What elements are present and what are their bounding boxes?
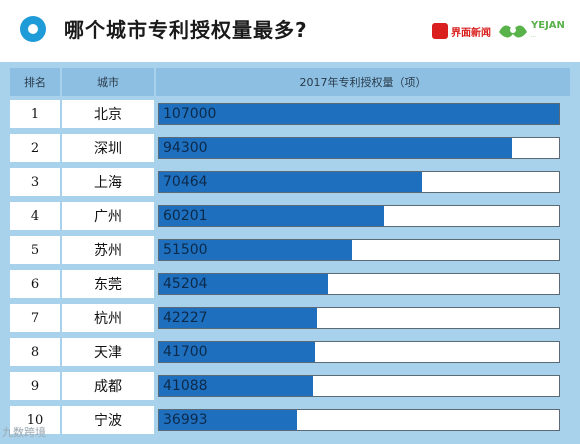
ranking-table: 排名 城市 2017年专利授权量（项） 1 北京 107000 2 深圳 94300 3 上海…: [0, 62, 580, 444]
jiemian-logo: 界面新闻: [432, 22, 491, 40]
table-row: 4 广州 60201: [10, 202, 570, 230]
bar-track: 70464: [158, 171, 560, 193]
city-cell: 深圳: [62, 134, 154, 162]
rank-cell: 1: [10, 100, 60, 128]
bar-fill: [159, 104, 559, 124]
jiemian-logo-text: 界面新闻: [451, 27, 491, 39]
bar-value-label: 107000: [163, 106, 217, 122]
circle-icon: [20, 16, 46, 42]
bar-cell: 51500: [156, 236, 570, 264]
table-row: 9 成都 41088: [10, 372, 570, 400]
yejan-logo: YEJAN ...: [497, 16, 571, 44]
watermark: 九数跨境: [2, 426, 46, 439]
bar-cell: 45204: [156, 270, 570, 298]
bar-value-label: 51500: [163, 242, 208, 258]
column-header-city: 城市: [62, 68, 154, 96]
bar-track: 60201: [158, 205, 560, 227]
bar-value-label: 70464: [163, 174, 208, 190]
bar-fill: [159, 342, 315, 362]
rank-cell: 7: [10, 304, 60, 332]
city-cell: 天津: [62, 338, 154, 366]
bar-value-label: 41700: [163, 344, 208, 360]
bar-cell: 60201: [156, 202, 570, 230]
bar-track: 36993: [158, 409, 560, 431]
bar-fill: [159, 376, 313, 396]
bar-track: 51500: [158, 239, 560, 261]
column-header-value: 2017年专利授权量（项）: [156, 68, 570, 96]
city-cell: 成都: [62, 372, 154, 400]
table-row: 7 杭州 42227: [10, 304, 570, 332]
rank-cell: 9: [10, 372, 60, 400]
city-cell: 广州: [62, 202, 154, 230]
bar-cell: 41700: [156, 338, 570, 366]
table-row: 2 深圳 94300: [10, 134, 570, 162]
bar-cell: 41088: [156, 372, 570, 400]
bar-fill: [159, 308, 317, 328]
table-row: 10 宁波 36993: [10, 406, 570, 434]
bar-track: 107000: [158, 103, 560, 125]
bar-value-label: 41088: [163, 378, 208, 394]
bar-value-label: 60201: [163, 208, 208, 224]
header: 哪个城市专利授权量最多? 界面新闻 YEJAN ...: [0, 0, 580, 62]
rank-cell: 3: [10, 168, 60, 196]
bar-fill: [159, 138, 512, 158]
city-cell: 苏州: [62, 236, 154, 264]
rank-cell: 10: [10, 406, 60, 434]
bar-cell: 94300: [156, 134, 570, 162]
bar-value-label: 45204: [163, 276, 208, 292]
rank-cell: 6: [10, 270, 60, 298]
bar-cell: 42227: [156, 304, 570, 332]
table-row: 6 东莞 45204: [10, 270, 570, 298]
jiemian-logo-icon: [432, 23, 448, 39]
table-row: 3 上海 70464: [10, 168, 570, 196]
rank-cell: 5: [10, 236, 60, 264]
yejan-logo-text: YEJAN: [531, 20, 565, 31]
bar-value-label: 94300: [163, 140, 208, 156]
table-row: 8 天津 41700: [10, 338, 570, 366]
bar-track: 45204: [158, 273, 560, 295]
bar-cell: 107000: [156, 100, 570, 128]
bar-value-label: 36993: [163, 412, 208, 428]
bar-track: 94300: [158, 137, 560, 159]
bar-track: 41700: [158, 341, 560, 363]
bar-track: 41088: [158, 375, 560, 397]
rank-cell: 2: [10, 134, 60, 162]
city-cell: 上海: [62, 168, 154, 196]
bar-cell: 70464: [156, 168, 570, 196]
column-header-rank: 排名: [10, 68, 60, 96]
table-row: 1 北京 107000: [10, 100, 570, 128]
bar-track: 42227: [158, 307, 560, 329]
bar-cell: 36993: [156, 406, 570, 434]
bar-fill: [159, 410, 297, 430]
city-cell: 北京: [62, 100, 154, 128]
page-title: 哪个城市专利授权量最多?: [64, 18, 308, 42]
rank-cell: 4: [10, 202, 60, 230]
bar-fill: [159, 206, 384, 226]
bar-fill: [159, 240, 352, 260]
bar-value-label: 42227: [163, 310, 208, 326]
bar-fill: [159, 172, 422, 192]
bar-fill: [159, 274, 328, 294]
rank-cell: 8: [10, 338, 60, 366]
table-row: 5 苏州 51500: [10, 236, 570, 264]
city-cell: 宁波: [62, 406, 154, 434]
city-cell: 东莞: [62, 270, 154, 298]
leaf-logo-icon: [499, 25, 527, 38]
yejan-logo-subtext: ...: [531, 33, 536, 39]
city-cell: 杭州: [62, 304, 154, 332]
